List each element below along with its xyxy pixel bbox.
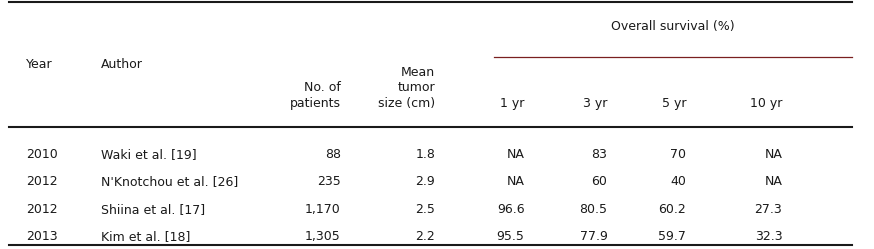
Text: 70: 70	[670, 148, 686, 161]
Text: 83: 83	[592, 148, 607, 161]
Text: 27.3: 27.3	[754, 203, 782, 216]
Text: 235: 235	[317, 175, 341, 188]
Text: NA: NA	[765, 175, 782, 188]
Text: 2010: 2010	[26, 148, 58, 161]
Text: 2012: 2012	[26, 203, 58, 216]
Text: 95.5: 95.5	[496, 230, 524, 243]
Text: 1 yr: 1 yr	[500, 97, 524, 110]
Text: 1.8: 1.8	[415, 148, 435, 161]
Text: Mean
tumor
size (cm): Mean tumor size (cm)	[378, 65, 435, 110]
Text: 3 yr: 3 yr	[583, 97, 607, 110]
Text: 60: 60	[592, 175, 607, 188]
Text: Author: Author	[101, 58, 142, 71]
Text: 88: 88	[325, 148, 341, 161]
Text: 60.2: 60.2	[658, 203, 686, 216]
Text: 2.9: 2.9	[415, 175, 435, 188]
Text: NA: NA	[765, 148, 782, 161]
Text: Kim et al. [18]: Kim et al. [18]	[101, 230, 190, 243]
Text: 2013: 2013	[26, 230, 58, 243]
Text: No. of
patients: No. of patients	[290, 81, 341, 110]
Text: 40: 40	[670, 175, 686, 188]
Text: 59.7: 59.7	[658, 230, 686, 243]
Text: Waki et al. [19]: Waki et al. [19]	[101, 148, 196, 161]
Text: N'Knotchou et al. [26]: N'Knotchou et al. [26]	[101, 175, 238, 188]
Text: 80.5: 80.5	[579, 203, 607, 216]
Text: NA: NA	[507, 175, 524, 188]
Text: 10 yr: 10 yr	[750, 97, 782, 110]
Text: 2.5: 2.5	[415, 203, 435, 216]
Text: NA: NA	[507, 148, 524, 161]
Text: 96.6: 96.6	[496, 203, 524, 216]
Text: 32.3: 32.3	[754, 230, 782, 243]
Text: 2012: 2012	[26, 175, 58, 188]
Text: 77.9: 77.9	[579, 230, 607, 243]
Text: Year: Year	[26, 58, 52, 71]
Text: Overall survival (%): Overall survival (%)	[611, 20, 735, 33]
Text: 1,170: 1,170	[305, 203, 341, 216]
Text: Shiina et al. [17]: Shiina et al. [17]	[101, 203, 205, 216]
Text: 1,305: 1,305	[305, 230, 341, 243]
Text: 5 yr: 5 yr	[662, 97, 686, 110]
Text: 2.2: 2.2	[415, 230, 435, 243]
